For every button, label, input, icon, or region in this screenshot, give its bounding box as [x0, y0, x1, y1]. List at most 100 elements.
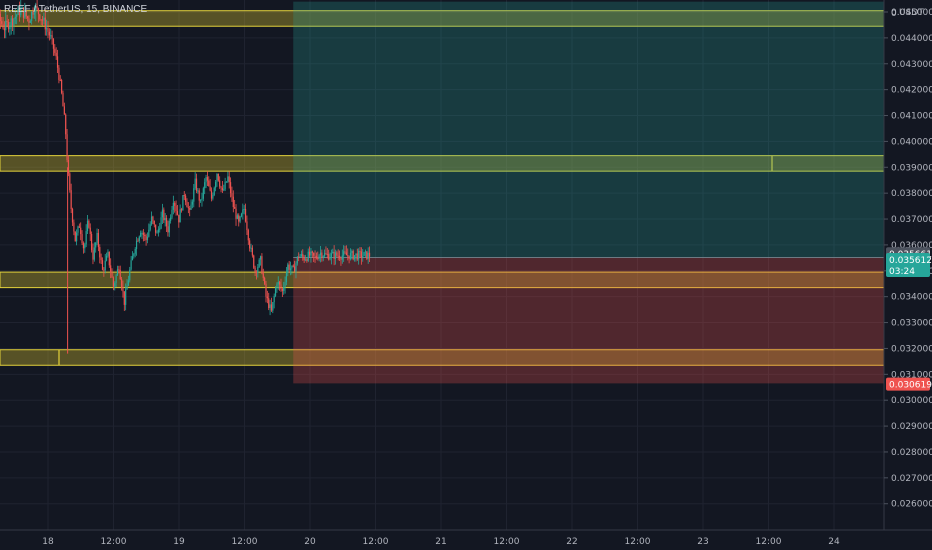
candle-body — [56, 56, 59, 68]
candle-body — [285, 272, 288, 283]
candle-body — [0, 13, 1, 22]
candle-body — [51, 35, 53, 39]
candle-body — [146, 236, 149, 241]
candle-body — [344, 251, 346, 253]
candle-body — [186, 201, 188, 208]
candle-body — [273, 295, 275, 303]
candle-body — [216, 173, 218, 182]
candle-body — [190, 204, 192, 210]
candle-body — [243, 208, 245, 210]
candle-body — [259, 256, 262, 260]
candle-body — [296, 256, 298, 264]
candle-body — [345, 252, 347, 256]
candle-body — [347, 255, 349, 257]
candle-body — [198, 190, 200, 201]
candle-body — [134, 248, 136, 254]
candle-body — [133, 253, 135, 257]
time-tick-label: 12:00 — [363, 537, 389, 547]
candle-body — [84, 244, 86, 249]
candle-body — [168, 220, 170, 233]
candle-body — [108, 251, 110, 266]
symbol-title: REEF / TetherUS, 15, BINANCE — [4, 4, 148, 15]
candle-body — [217, 173, 219, 181]
candle-body — [160, 217, 162, 229]
candle-body — [135, 240, 138, 249]
candle-body — [212, 195, 214, 199]
candle-body — [101, 260, 104, 270]
candle-body — [294, 266, 296, 272]
candle-body — [73, 222, 75, 232]
price-tick-label: 0.033000 — [891, 319, 932, 329]
candle-body — [105, 255, 108, 261]
candle-body — [116, 269, 119, 276]
candle-body — [112, 277, 114, 287]
candle-body — [69, 173, 71, 191]
candle-body — [191, 201, 194, 205]
candle-body — [176, 211, 179, 215]
price-tick-label: 0.041000 — [891, 112, 932, 122]
candle-body — [323, 253, 326, 257]
candle-body — [172, 202, 174, 210]
candle-body — [18, 8, 20, 16]
time-tick-label: 12:00 — [625, 537, 651, 547]
candle-body — [157, 229, 159, 233]
last-price-tag-text: 03:24 — [889, 267, 915, 277]
candle-body — [303, 256, 305, 261]
candle-body — [159, 228, 161, 230]
price-tick-label: 0.026000 — [891, 500, 932, 510]
candle-body — [91, 233, 93, 251]
candle-body — [58, 67, 60, 80]
candle-body — [272, 302, 274, 311]
candle-body — [142, 232, 144, 235]
candle-body — [314, 255, 316, 257]
candle-body — [321, 252, 323, 258]
candle-body — [299, 256, 301, 258]
candle-body — [50, 35, 52, 37]
candle-body — [329, 257, 331, 260]
candle-body — [88, 220, 90, 228]
candle-body — [119, 270, 121, 280]
candle-body — [343, 251, 345, 256]
candle-body — [336, 252, 338, 256]
candle-body — [337, 255, 339, 257]
candle-body — [235, 208, 237, 219]
price-tick-label: 0.029000 — [891, 422, 932, 432]
candle-body — [107, 251, 109, 256]
long-position-tool — [293, 1, 884, 384]
candle-body — [17, 8, 19, 15]
candle-body — [253, 255, 255, 268]
candle-body — [141, 232, 143, 234]
candle-body — [61, 80, 63, 93]
candle-body — [362, 255, 364, 258]
candle-body — [148, 229, 150, 237]
candle-body — [96, 232, 98, 243]
candle-body — [13, 18, 15, 26]
candle-body — [9, 25, 11, 30]
candle-body — [360, 251, 362, 258]
price-tick-label: 0.043000 — [891, 60, 932, 70]
candle-body — [99, 247, 101, 258]
price-axis: 0.045000 0.044000 0.043000 0.042000 0.041000… — [884, 8, 932, 510]
candle-body — [330, 253, 332, 258]
candle-body — [353, 255, 356, 260]
candle-body — [127, 280, 129, 286]
price-tick-label: 0.042000 — [891, 86, 932, 96]
time-tick-label: 21 — [435, 537, 446, 547]
candle-body — [249, 240, 251, 249]
candle-body — [268, 298, 270, 309]
candle-body — [152, 216, 154, 221]
candle-body — [170, 217, 172, 221]
price-tick-label: 0.031000 — [891, 370, 932, 380]
candle-body — [82, 243, 85, 249]
candle-body — [52, 38, 55, 49]
candle-body — [78, 226, 80, 228]
candle-body — [80, 227, 82, 235]
candle-body — [120, 279, 123, 288]
candle-body — [209, 186, 211, 191]
candle-body — [32, 11, 34, 15]
candle-body — [202, 188, 204, 199]
candle-body — [368, 252, 371, 257]
candle-body — [367, 252, 369, 259]
candle-body — [240, 213, 243, 217]
